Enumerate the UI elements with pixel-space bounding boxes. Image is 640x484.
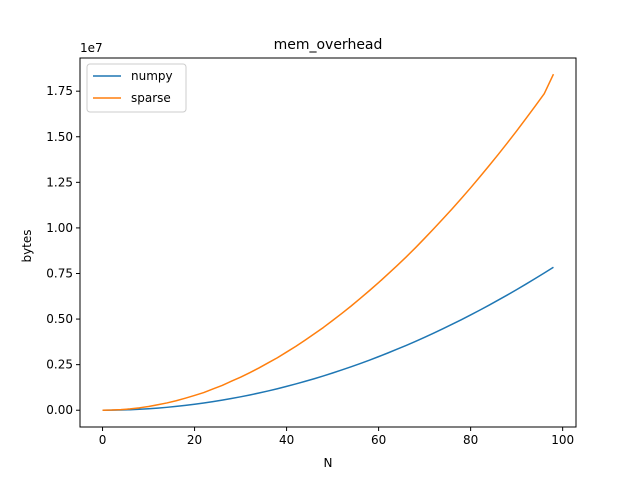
chart-title: mem_overhead <box>274 37 383 53</box>
legend: numpy sparse <box>86 63 187 113</box>
x-tick-label: 60 <box>371 433 386 447</box>
x-axis-ticks: 0 20 40 60 80 100 <box>99 427 574 447</box>
plot-lines <box>102 73 555 411</box>
y-axis-offset-label: 1e7 <box>80 41 103 55</box>
y-tick-label: 1.25 <box>46 175 73 189</box>
y-axis-label: bytes <box>20 229 34 262</box>
y-tick-label: 1.00 <box>46 221 73 235</box>
series-line-sparse <box>102 73 555 411</box>
x-tick-label: 40 <box>279 433 294 447</box>
legend-label-numpy: numpy <box>131 69 173 83</box>
x-tick-label: 0 <box>99 433 107 447</box>
x-tick-label: 80 <box>463 433 478 447</box>
series-line-numpy <box>102 266 554 411</box>
x-axis-label: N <box>324 456 333 470</box>
x-tick-label: 100 <box>551 433 574 447</box>
y-tick-label: 0.00 <box>46 403 73 417</box>
x-tick-label: 20 <box>187 433 202 447</box>
y-axis-ticks: 0.00 0.25 0.50 0.75 1.00 1.25 1.50 1.75 <box>46 84 80 417</box>
y-tick-label: 1.75 <box>46 84 73 98</box>
axes-frame <box>79 57 577 428</box>
legend-label-sparse: sparse <box>131 91 171 105</box>
y-tick-label: 0.75 <box>46 266 73 280</box>
y-tick-label: 0.50 <box>46 312 73 326</box>
y-tick-label: 0.25 <box>46 358 73 372</box>
y-tick-label: 1.50 <box>46 130 73 144</box>
